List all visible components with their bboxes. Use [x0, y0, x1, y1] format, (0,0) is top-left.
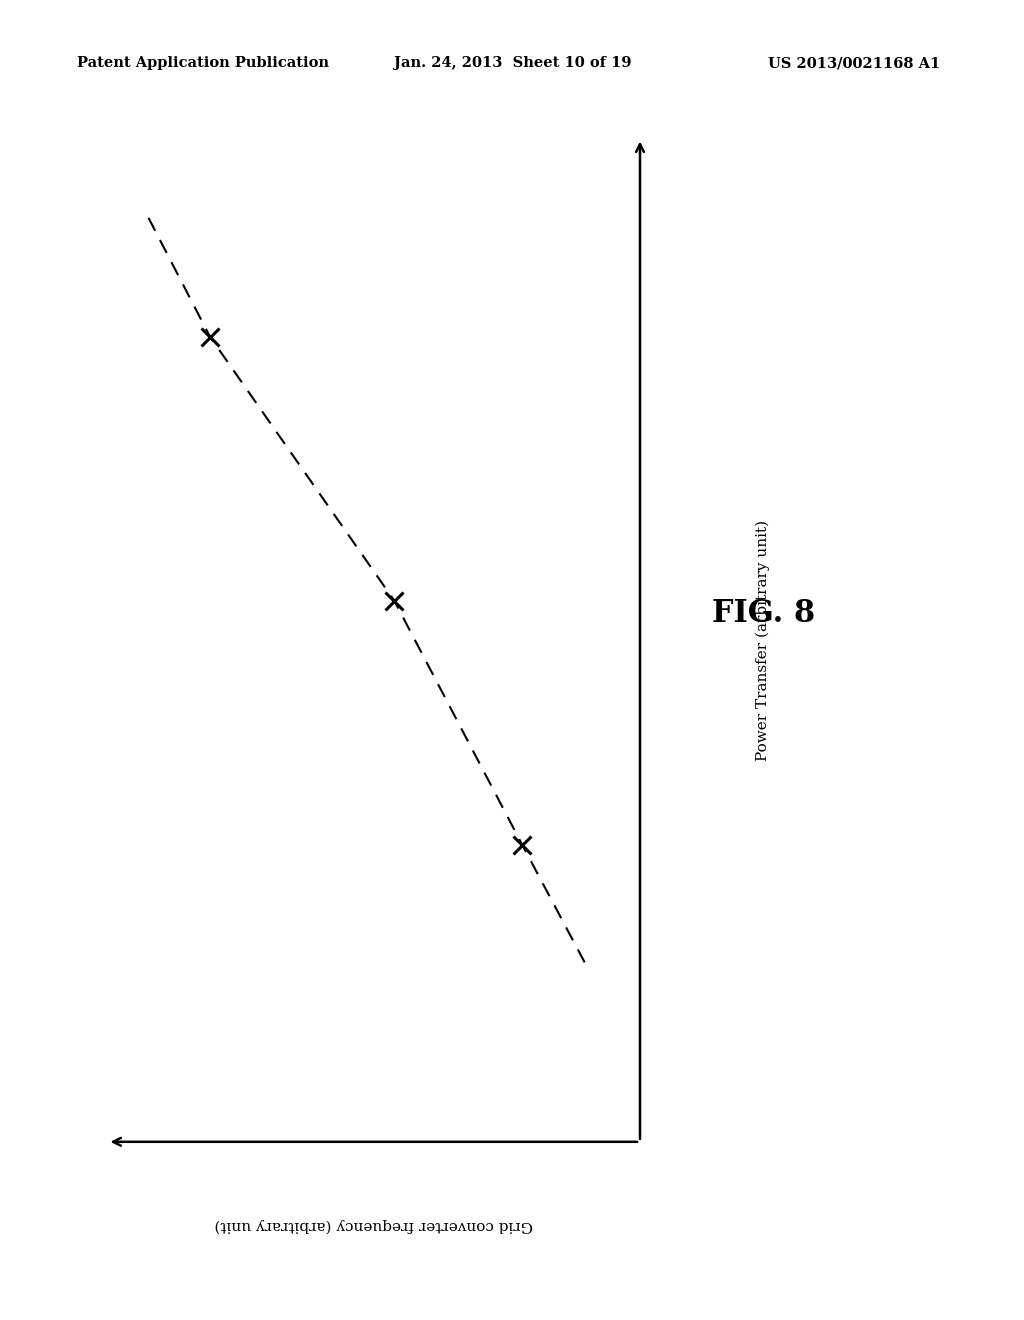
- Text: Power Transfer (arbitrary unit): Power Transfer (arbitrary unit): [756, 520, 770, 760]
- Text: US 2013/0021168 A1: US 2013/0021168 A1: [768, 57, 940, 70]
- Text: Jan. 24, 2013  Sheet 10 of 19: Jan. 24, 2013 Sheet 10 of 19: [394, 57, 632, 70]
- Text: Grid converter frequency (arbitrary unit): Grid converter frequency (arbitrary unit…: [214, 1218, 534, 1232]
- Text: FIG. 8: FIG. 8: [712, 598, 815, 630]
- Text: Patent Application Publication: Patent Application Publication: [77, 57, 329, 70]
